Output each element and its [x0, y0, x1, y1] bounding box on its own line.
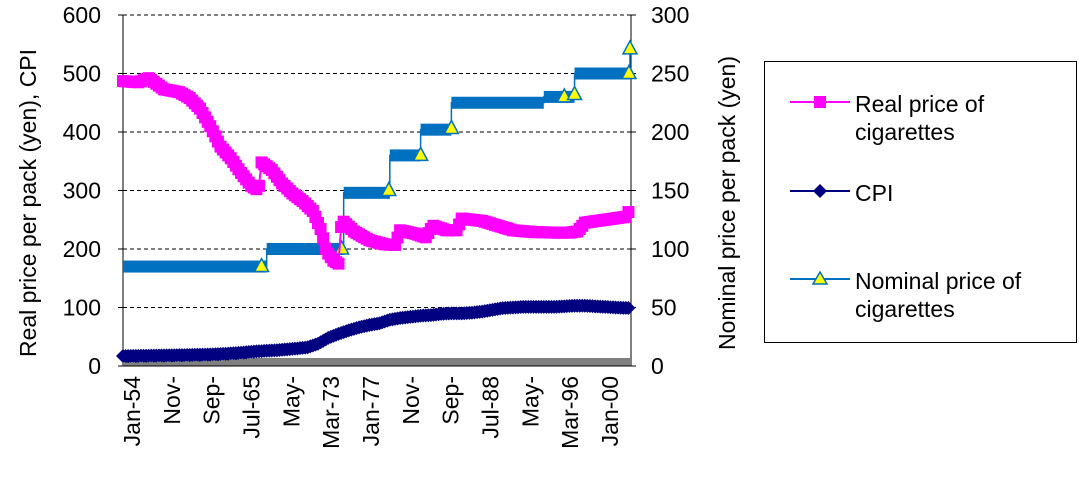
real-price-marker [314, 223, 327, 236]
nominal-price-segment [420, 123, 452, 136]
x-tick-label: Jul-88 [478, 376, 504, 439]
legend-symbol-real-price [790, 96, 850, 108]
x-tick-label: Sep- [438, 376, 464, 425]
legend-label-cpi: CPI [855, 180, 894, 206]
x-tick-label: Mar-73 [318, 376, 344, 449]
real-price-marker [622, 206, 635, 219]
cpi-marker [621, 301, 636, 316]
nominal-price-marker [253, 256, 270, 273]
x-tick-label: Jan-54 [119, 376, 145, 447]
legend-label-nominal-price: Nominal price of cigarettes [855, 268, 1022, 322]
left-tick-label: 100 [63, 295, 101, 321]
real-price-marker [332, 257, 345, 270]
nominal-price-segment [343, 186, 390, 199]
right-tick-label: 200 [651, 119, 689, 145]
nominal-price-segment [123, 260, 267, 273]
legend-symbol-nominal-price [790, 270, 850, 285]
nominal-price-marker [412, 145, 429, 162]
x-tick-label: Nov- [398, 376, 424, 425]
left-tick-label: 400 [63, 119, 101, 145]
real-price-marker [252, 179, 265, 192]
right-tick-label: 0 [651, 353, 664, 379]
real-price-marker [317, 232, 330, 245]
x-tick-label: May- [278, 376, 304, 427]
series-layer [116, 39, 639, 364]
nominal-price-marker [621, 39, 639, 55]
x-tick-label: Mar-96 [557, 376, 583, 449]
x-tick-label: Jan-00 [597, 376, 623, 446]
nominal-price-segment [451, 96, 544, 109]
nominal-price-segment [574, 67, 630, 80]
right-axis-label: Nominal price per pack (yen) [714, 56, 740, 350]
nominal-price-segment [389, 149, 421, 162]
right-tick-label: 50 [651, 295, 677, 321]
nominal-price-marker [443, 118, 460, 135]
x-tick-label: May- [517, 376, 543, 427]
x-tick-label: Sep- [199, 376, 225, 425]
x-tick-label: Nov- [159, 376, 185, 425]
legend: Real price of cigarettes CPI Nominal pri… [764, 61, 1077, 343]
nominal-price-marker [380, 180, 398, 197]
right-tick-label: 150 [651, 178, 689, 204]
left-tick-label: 300 [63, 178, 101, 204]
right-tick-label: 100 [651, 236, 689, 262]
left-tick-label: 200 [63, 236, 101, 262]
right-tick-label: 300 [651, 2, 689, 28]
left-tick-label: 500 [63, 61, 101, 87]
nominal-price-marker [566, 84, 583, 101]
left-axis-label: Real price per pack (yen), CPI [15, 49, 41, 357]
nominal-price-marker [620, 63, 638, 80]
legend-label-real-price: Real price of cigarettes [855, 91, 985, 145]
legend-symbol-cpi [790, 184, 850, 198]
left-tick-label: 600 [63, 2, 101, 28]
right-tick-label: 250 [651, 61, 689, 87]
tick-labels: 0 100 200 300 400 500 600 0 50 100 150 200 250 300 Jan… [63, 2, 690, 449]
x-tick-label: Jul-65 [239, 376, 265, 439]
x-tick-label: Jan-77 [358, 376, 384, 446]
nominal-price-marker [333, 239, 350, 255]
left-tick-label: 0 [88, 353, 101, 379]
